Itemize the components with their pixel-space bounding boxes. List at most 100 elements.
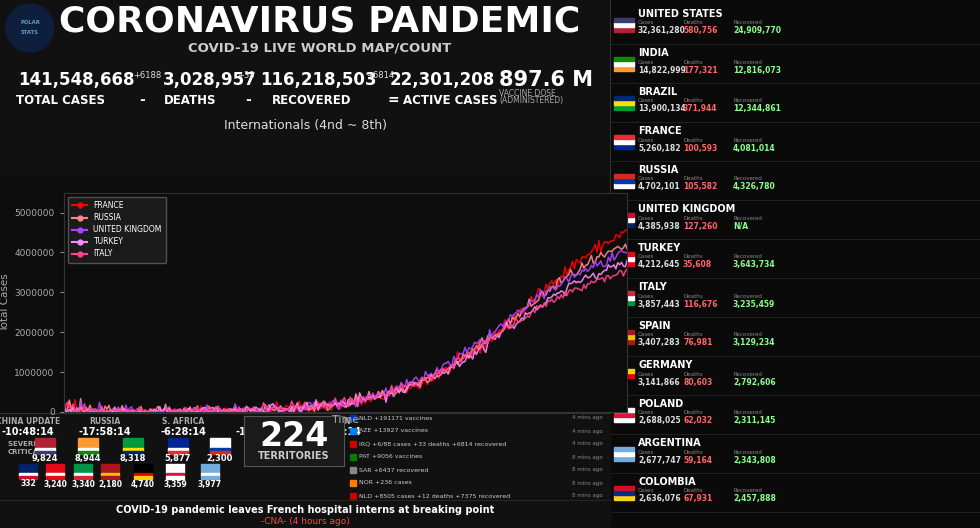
Text: 580,756: 580,756 — [683, 26, 717, 35]
Text: Recovered: Recovered — [733, 410, 761, 416]
Text: Deaths: Deaths — [683, 176, 703, 182]
Bar — [614, 417, 634, 421]
Bar — [19, 473, 37, 476]
Bar — [614, 451, 634, 456]
Text: 4,385,938: 4,385,938 — [638, 222, 681, 231]
Bar — [201, 473, 219, 476]
Bar — [614, 17, 634, 32]
Text: Deaths: Deaths — [683, 99, 703, 103]
Text: 4,326,780: 4,326,780 — [733, 183, 776, 192]
Text: Cases: Cases — [638, 60, 655, 64]
Text: RUSSIA: RUSSIA — [638, 165, 678, 175]
Text: 4 mins ago: 4 mins ago — [572, 429, 603, 433]
Bar — [614, 408, 634, 421]
Bar — [74, 473, 92, 476]
Text: NLD +191171 vaccines: NLD +191171 vaccines — [359, 416, 432, 420]
Bar — [614, 96, 634, 100]
Text: NLD +8505 cases +12 deaths +7375 recovered: NLD +8505 cases +12 deaths +7375 recover… — [359, 494, 511, 498]
Text: AZE +13927 vaccines: AZE +13927 vaccines — [359, 429, 428, 433]
Bar — [123, 451, 143, 454]
Text: BRAZIL: BRAZIL — [638, 87, 677, 97]
Text: Deaths: Deaths — [683, 333, 703, 337]
Text: Deaths: Deaths — [683, 410, 703, 416]
Bar — [614, 300, 634, 305]
Bar — [614, 408, 634, 412]
Text: 2,636,076: 2,636,076 — [638, 495, 681, 504]
Text: COLOMBIA: COLOMBIA — [638, 477, 696, 487]
Text: -3:58:14: -3:58:14 — [315, 427, 361, 437]
Bar — [134, 473, 152, 476]
Text: 100,593: 100,593 — [683, 144, 717, 153]
Text: 8,944: 8,944 — [74, 454, 101, 463]
Bar — [168, 451, 188, 454]
Bar — [614, 212, 634, 217]
Text: -: - — [139, 93, 145, 107]
Text: Recovered: Recovered — [733, 372, 761, 376]
Text: MEXICO: MEXICO — [245, 417, 279, 426]
Bar — [610, 0, 980, 528]
Text: 62,032: 62,032 — [683, 417, 712, 426]
Bar — [134, 464, 152, 473]
Text: -: - — [245, 93, 251, 107]
Text: -6:28:14: -6:28:14 — [160, 427, 206, 437]
Bar — [614, 66, 634, 71]
Text: Recovered: Recovered — [733, 137, 761, 143]
Text: 3,340: 3,340 — [72, 479, 95, 488]
Text: Deaths: Deaths — [683, 137, 703, 143]
Bar — [614, 183, 634, 187]
Text: 3,141,866: 3,141,866 — [638, 378, 681, 386]
Bar — [614, 100, 634, 105]
Text: STATS: STATS — [21, 30, 39, 34]
Text: +6188: +6188 — [133, 71, 162, 80]
Bar — [78, 451, 98, 454]
Text: 3,857,443: 3,857,443 — [638, 299, 681, 308]
Text: 14,822,999: 14,822,999 — [638, 65, 686, 74]
Bar — [35, 438, 55, 448]
Bar — [0, 500, 610, 528]
Bar — [614, 486, 634, 499]
Text: 8 mins ago: 8 mins ago — [572, 467, 603, 473]
Text: N/A: N/A — [733, 222, 748, 231]
Text: Recovered: Recovered — [733, 333, 761, 337]
Text: ARGENTINA: ARGENTINA — [638, 438, 702, 448]
Text: 12,344,861: 12,344,861 — [733, 105, 781, 114]
Bar — [0, 413, 610, 528]
Bar — [350, 428, 356, 434]
Text: VACCINE DOSE: VACCINE DOSE — [499, 89, 556, 98]
Bar — [614, 486, 634, 490]
Text: 22,301,208: 22,301,208 — [390, 71, 495, 89]
Bar — [614, 105, 634, 109]
Bar — [101, 464, 119, 473]
Text: PAT +9056 vaccines: PAT +9056 vaccines — [359, 455, 422, 459]
Text: 8,318: 8,318 — [120, 454, 146, 463]
Text: Recovered: Recovered — [733, 176, 761, 182]
Text: 4,702,101: 4,702,101 — [638, 183, 681, 192]
Bar — [46, 473, 64, 476]
Text: 332: 332 — [21, 479, 36, 488]
Text: RUSSIA: RUSSIA — [89, 417, 121, 426]
Text: SPAIN: SPAIN — [325, 417, 351, 426]
Text: Recovered: Recovered — [733, 60, 761, 64]
Y-axis label: Total Cases: Total Cases — [0, 273, 10, 332]
Bar — [614, 378, 634, 382]
Text: Cases: Cases — [638, 215, 655, 221]
Bar — [614, 22, 634, 27]
Text: Deaths: Deaths — [683, 21, 703, 25]
Text: Recovered: Recovered — [733, 294, 761, 298]
Bar — [614, 217, 634, 222]
Legend: FRANCE, RUSSIA, UNITED KINGDOM, TURKEY, ITALY: FRANCE, RUSSIA, UNITED KINGDOM, TURKEY, … — [68, 196, 167, 263]
Text: SAR +6437 recovered: SAR +6437 recovered — [359, 467, 428, 473]
Bar — [74, 464, 92, 473]
Text: ACTIVE CASES: ACTIVE CASES — [403, 93, 497, 107]
Text: 897.6 M: 897.6 M — [499, 70, 593, 90]
Bar — [166, 473, 184, 476]
Bar — [101, 476, 119, 479]
Text: 3,028,957: 3,028,957 — [163, 71, 257, 89]
Text: 2,180: 2,180 — [98, 479, 122, 488]
X-axis label: Time: Time — [332, 414, 359, 425]
Bar — [210, 451, 230, 454]
Text: DEATHS: DEATHS — [164, 93, 217, 107]
Text: 4,740: 4,740 — [131, 479, 155, 488]
Text: 2,311,145: 2,311,145 — [733, 417, 775, 426]
Text: Deaths: Deaths — [683, 294, 703, 298]
